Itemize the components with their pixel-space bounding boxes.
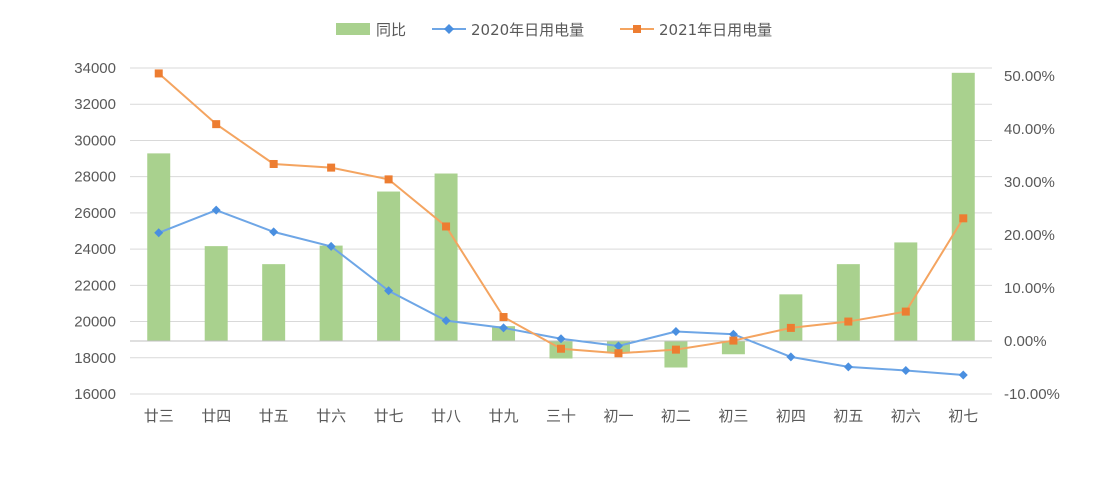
right-axis-tick-label: 30.00%	[1004, 174, 1055, 191]
left-axis-tick-label: 30000	[74, 132, 116, 149]
point-2020	[499, 323, 509, 333]
legend-label-2021: 2021年日用电量	[659, 21, 772, 39]
point-2020	[326, 241, 336, 251]
left-axis-tick-label: 26000	[74, 205, 116, 222]
bar-yoy	[377, 191, 401, 341]
bar-yoy	[204, 246, 228, 341]
bar-yoy	[779, 294, 803, 341]
point-2021	[671, 345, 680, 354]
point-2021	[786, 323, 795, 332]
point-2021	[212, 120, 221, 129]
legend-label-yoy: 同比	[376, 21, 406, 39]
category-label: 初三	[718, 407, 748, 425]
right-axis-tick-label: 0.00%	[1004, 333, 1047, 350]
point-2020	[211, 205, 221, 215]
point-2021	[327, 163, 336, 172]
category-label: 三十	[546, 407, 576, 425]
legend-marker-2021	[633, 25, 641, 33]
right-axis-tick-label: 20.00%	[1004, 227, 1055, 244]
category-label: 初一	[603, 407, 633, 425]
category-label: 廿六	[316, 407, 346, 425]
left-axis-ticks: 16000 18000 20000 22000 24000 26000 28000 30000…	[74, 60, 116, 403]
bar-yoy	[434, 173, 458, 341]
legend-label-2020: 2020年日用电量	[471, 21, 584, 39]
category-label: 初七	[948, 407, 978, 425]
bar-yoy	[147, 153, 171, 341]
left-axis-tick-label: 16000	[74, 386, 116, 403]
point-2020	[613, 341, 623, 351]
point-2020	[154, 228, 164, 238]
line-series-2021	[154, 69, 968, 358]
point-2020	[556, 334, 566, 344]
point-2021	[959, 214, 968, 223]
point-2021	[844, 317, 853, 326]
bar-yoy	[951, 72, 975, 341]
left-axis-tick-label: 32000	[74, 96, 116, 113]
point-2020	[441, 316, 451, 326]
point-2020	[671, 327, 681, 337]
category-label: 廿七	[374, 407, 404, 425]
point-2021	[557, 344, 565, 353]
line-series-2020	[154, 205, 968, 380]
bar-yoy	[262, 264, 286, 341]
left-axis-tick-label: 34000	[74, 60, 116, 77]
left-axis-tick-label: 28000	[74, 169, 116, 186]
point-2020	[843, 362, 853, 372]
point-2021	[269, 159, 278, 168]
point-2021	[384, 175, 393, 184]
category-label: 廿八	[431, 407, 461, 425]
point-2021	[154, 69, 163, 78]
category-label: 初五	[833, 407, 863, 425]
legend-swatch-yoy	[336, 23, 370, 35]
point-2021	[442, 222, 451, 231]
legend-marker-2020	[444, 24, 454, 34]
left-axis-tick-label: 24000	[74, 241, 116, 258]
point-2020	[269, 227, 279, 237]
bar-yoy	[319, 245, 343, 341]
category-label: 廿九	[489, 407, 519, 425]
right-axis-tick-label: -10.00%	[1004, 386, 1060, 403]
bar-yoy	[894, 242, 918, 341]
left-axis-tick-label: 20000	[74, 314, 116, 331]
category-label: 廿五	[259, 407, 289, 425]
right-axis-tick-label: 50.00%	[1004, 68, 1055, 85]
right-axis-ticks: -10.00% 0.00% 10.00% 20.00% 30.00% 40.00% 50.0…	[1004, 68, 1060, 403]
bar-yoy	[721, 341, 745, 355]
point-2020	[384, 286, 394, 296]
left-axis-tick-label: 18000	[74, 350, 116, 367]
point-2021	[499, 313, 508, 322]
point-2021	[901, 307, 910, 316]
category-label: 廿四	[201, 407, 231, 425]
right-axis-tick-label: 40.00%	[1004, 121, 1055, 138]
category-label: 廿三	[144, 407, 174, 425]
point-2020	[786, 352, 796, 362]
point-2020	[958, 370, 968, 380]
bar-yoy	[836, 264, 860, 341]
category-label: 初二	[661, 407, 691, 425]
point-2020	[728, 329, 738, 339]
point-2021	[614, 349, 623, 358]
point-2021	[729, 336, 738, 345]
category-label: 初四	[776, 407, 806, 425]
point-2020	[901, 365, 911, 375]
bar-yoy	[664, 341, 688, 368]
legend: 同比 2020年日用电量 2021年日用电量	[336, 21, 772, 39]
category-labels: 廿三 廿四 廿五 廿六 廿七 廿八 廿九 三十 初一 初二 初三 初四 初五 初六 初七	[144, 407, 979, 425]
category-label: 初六	[891, 407, 921, 425]
right-axis-tick-label: 10.00%	[1004, 280, 1055, 297]
left-axis-tick-label: 22000	[74, 277, 116, 294]
